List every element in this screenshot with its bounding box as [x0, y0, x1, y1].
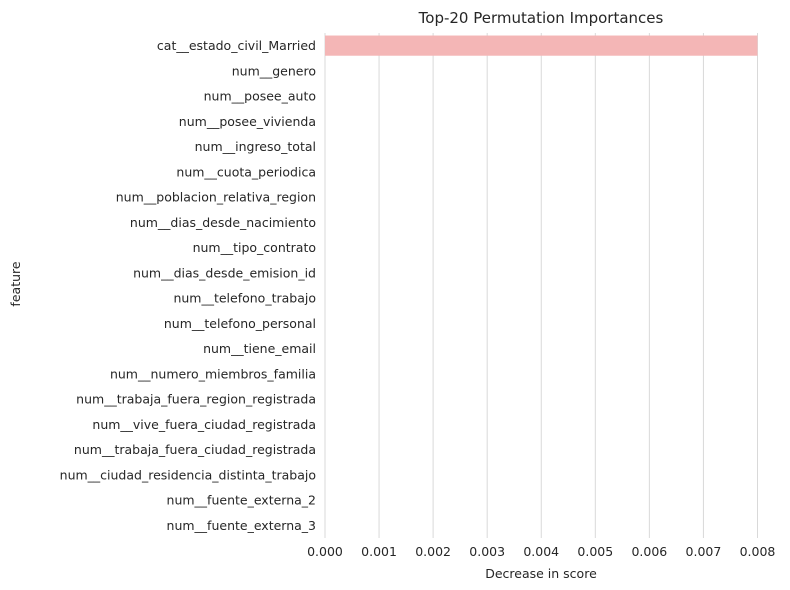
chart-title: Top-20 Permutation Importances — [418, 9, 664, 27]
y-tick-label: num__dias_desde_emision_id — [133, 265, 316, 280]
y-tick-label: num__genero — [232, 63, 316, 78]
x-tick-label: 0.002 — [415, 544, 451, 559]
bar — [325, 35, 758, 56]
y-tick-label: num__fuente_externa_2 — [167, 493, 316, 508]
bars — [325, 35, 758, 56]
y-tick-label: num__telefono_personal — [164, 316, 316, 331]
x-tick-label: 0.007 — [686, 544, 722, 559]
y-tick-label: num__vive_fuera_ciudad_registrada — [92, 417, 316, 432]
y-tick-label: num__dias_desde_nacimiento — [130, 215, 316, 230]
y-tick-label: num__trabaja_fuera_region_registrada — [76, 392, 316, 407]
x-tick-label: 0.003 — [469, 544, 505, 559]
y-tick-label: num__poblacion_relativa_region — [116, 190, 316, 205]
y-tick-label: num__telefono_trabajo — [173, 291, 316, 306]
y-axis-label: feature — [8, 261, 23, 306]
y-tick-label: cat__estado_civil_Married — [157, 38, 316, 53]
x-tick-label: 0.008 — [740, 544, 776, 559]
y-tick-label: num__numero_miembros_familia — [110, 366, 316, 381]
y-tick-label: num__trabaja_fuera_ciudad_registrada — [74, 442, 316, 457]
x-axis-label: Decrease in score — [485, 566, 597, 581]
y-tick-label: num__fuente_externa_3 — [167, 518, 316, 533]
x-tick-label: 0.005 — [577, 544, 613, 559]
y-tick-labels: cat__estado_civil_Married num__genero num_… — [60, 38, 316, 533]
y-tick-label: num__ingreso_total — [195, 139, 316, 154]
y-tick-label: num__tiene_email — [203, 341, 316, 356]
x-tick-label: 0.006 — [631, 544, 667, 559]
y-tick-label: num__ciudad_residencia_distinta_trabajo — [60, 467, 316, 482]
y-tick-label: num__cuota_periodica — [176, 164, 316, 179]
x-tick-label: 0.001 — [361, 544, 397, 559]
y-tick-label: num__tipo_contrato — [193, 240, 316, 255]
gridlines — [324, 33, 758, 538]
x-tick-label: 0.004 — [523, 544, 559, 559]
y-tick-label: num__posee_vivienda — [179, 114, 316, 129]
x-tick-labels: 0.000 0.001 0.002 0.003 0.004 0.005 0.006 0.007… — [307, 544, 775, 559]
x-tick-label: 0.000 — [307, 544, 343, 559]
y-tick-label: num__posee_auto — [204, 89, 316, 104]
